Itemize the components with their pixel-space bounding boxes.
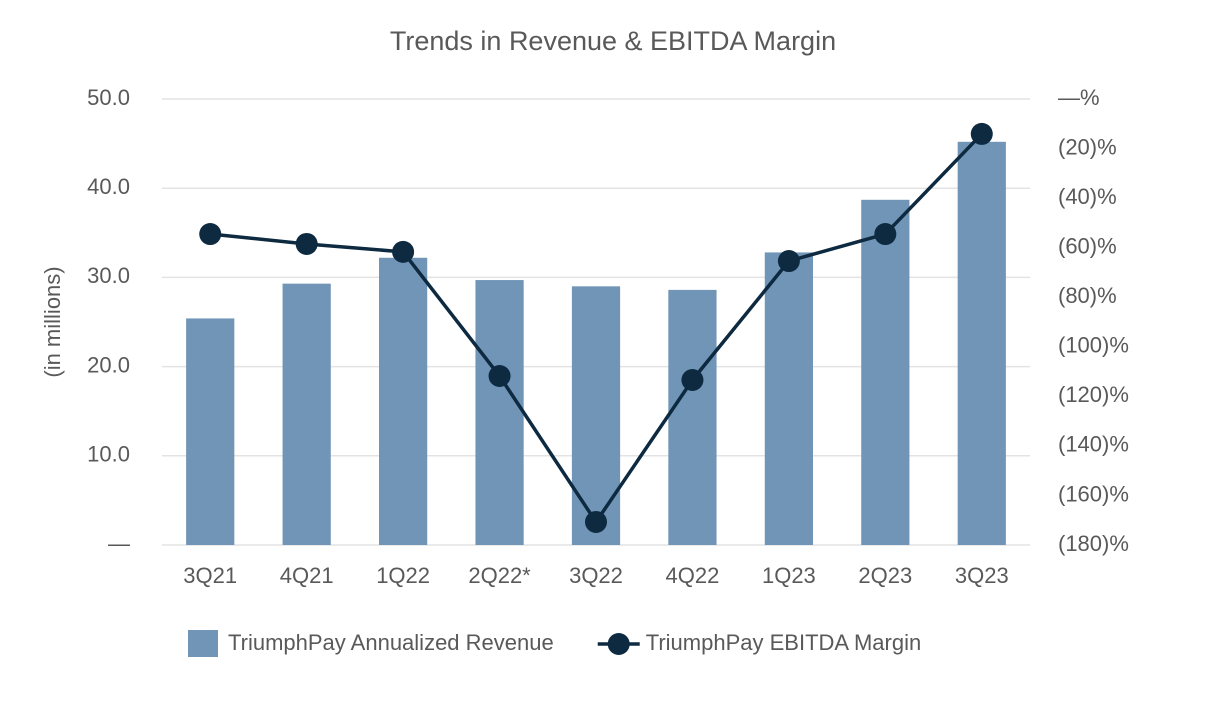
bar [668, 289, 717, 545]
line-marker [488, 365, 511, 388]
legend-marker [607, 633, 630, 655]
y-tick-label: 10.0 [87, 442, 130, 467]
bar [861, 199, 910, 545]
y2-tick-label: (180)% [1058, 531, 1129, 556]
line-marker [295, 232, 318, 255]
bar [957, 141, 1006, 546]
bar [571, 286, 621, 545]
y2-tick-label: (160)% [1058, 481, 1129, 506]
chart-title: Trends in Revenue & EBITDA Margin [390, 26, 836, 56]
y-tick-label: 50.0 [87, 85, 130, 110]
y2-tick-label: (80)% [1058, 283, 1117, 308]
y2-tick-label: (120)% [1058, 382, 1129, 407]
y-tick-label: 40.0 [87, 174, 130, 199]
line-marker [777, 250, 800, 273]
y-tick-label: — [108, 531, 130, 556]
y2-tick-label: (20)% [1058, 134, 1117, 159]
line-marker [874, 223, 897, 246]
x-tick-label: 3Q21 [183, 563, 237, 588]
legend-swatch [188, 630, 218, 657]
x-tick-label: 1Q23 [762, 563, 816, 588]
x-tick-label: 2Q23 [858, 563, 912, 588]
line-marker [392, 240, 415, 263]
x-tick-label: 4Q21 [280, 563, 334, 588]
x-tick-label: 1Q22 [376, 563, 430, 588]
bar [475, 280, 524, 545]
bar [282, 283, 331, 545]
bar [186, 318, 235, 545]
line-marker [585, 510, 607, 533]
y-axis-label: (in millions) [40, 266, 65, 377]
y2-tick-label: (100)% [1058, 333, 1129, 358]
y-tick-label: 20.0 [87, 352, 130, 377]
bar [764, 252, 813, 545]
y-tick-label: 30.0 [87, 263, 130, 288]
x-tick-label: 2Q22* [468, 563, 531, 588]
line-marker [199, 223, 222, 246]
line-marker [681, 368, 704, 391]
line-marker [970, 122, 993, 145]
x-tick-label: 4Q22 [666, 563, 720, 588]
bar [379, 257, 428, 545]
x-tick-label: 3Q23 [955, 563, 1009, 588]
legend-label: TriumphPay EBITDA Margin [646, 630, 922, 655]
y2-tick-label: —% [1058, 85, 1100, 110]
legend-label: TriumphPay Annualized Revenue [228, 630, 554, 655]
y2-tick-label: (40)% [1058, 184, 1117, 209]
y2-tick-label: (60)% [1058, 233, 1117, 258]
x-tick-label: 3Q22 [569, 563, 623, 588]
y2-tick-label: (140)% [1058, 432, 1129, 457]
